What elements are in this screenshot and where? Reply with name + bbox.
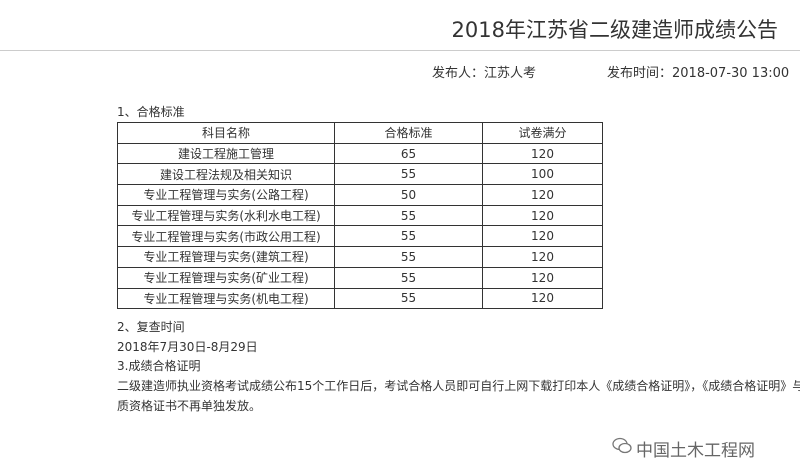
table-cell: 120 (482, 225, 603, 248)
table-cell: 120 (482, 184, 603, 206)
paragraph-line: 二级建造师执业资格考试成绩公布15个工作日后，考试合格人员即可自行上网下载打印本… (117, 379, 800, 393)
table-cell: 专业工程管理与实务(公路工程) (117, 184, 335, 206)
table-cell: 55 (334, 163, 483, 186)
table-cell: 65 (334, 142, 483, 165)
table-cell: 120 (482, 246, 603, 268)
paragraph-line: 质资格证书不再单独发放。 (117, 399, 262, 413)
table-row: 建设工程施工管理 65 120 (117, 142, 603, 165)
section-text: 2018年7月30日-8月29日 (117, 340, 258, 354)
table-cell: 专业工程管理与实务(水利水电工程) (117, 204, 335, 227)
table-row: 建设工程法规及相关知识 55 100 (117, 163, 603, 186)
section-heading: 3.成绩合格证明 (117, 359, 201, 373)
table-cell: 55 (334, 266, 483, 289)
table-cell: 120 (482, 204, 603, 227)
table-row: 专业工程管理与实务(公路工程) 50 120 (117, 184, 603, 206)
table-cell: 55 (334, 225, 483, 248)
header-row: 科目名称 合格标准 试卷满分 (117, 122, 603, 144)
section-heading: 1、合格标准 (117, 105, 185, 119)
table-cell: 120 (482, 142, 603, 165)
table-cell: 55 (334, 287, 483, 310)
wechat-icon (612, 437, 632, 454)
table-cell: 55 (334, 204, 483, 227)
table-cell: 专业工程管理与实务(市政公用工程) (117, 225, 335, 248)
table-row: 专业工程管理与实务(水利水电工程) 55 120 (117, 204, 603, 227)
table-cell: 55 (334, 246, 483, 268)
table-row: 专业工程管理与实务(矿业工程) 55 120 (117, 266, 603, 289)
table-cell: 建设工程施工管理 (117, 142, 335, 165)
table-cell: 专业工程管理与实务(矿业工程) (117, 266, 335, 289)
watermark: 中国土木工程网 (636, 441, 755, 461)
table-row: 专业工程管理与实务(市政公用工程) 55 120 (117, 225, 603, 248)
title: 2018年江苏省二级建造师成绩公告 (451, 18, 778, 42)
table-row: 专业工程管理与实务(机电工程) 55 120 (117, 287, 603, 310)
header-cell: 科目名称 (117, 122, 335, 144)
publisher: 发布人：江苏人考 (432, 66, 537, 81)
table-row: 专业工程管理与实务(建筑工程) 55 120 (117, 246, 603, 268)
paragraph: 二级建造师执业资格考试成绩公布15个工作日后，考试合格人员即可自行上网下载打印本… (117, 376, 800, 416)
header-cell: 合格标准 (334, 122, 483, 144)
header-cell: 试卷满分 (482, 122, 603, 144)
publish-time: 发布时间：2018-07-30 13:00 (607, 66, 790, 81)
table-cell: 专业工程管理与实务(机电工程) (117, 287, 335, 310)
table-cell: 50 (334, 184, 483, 206)
table-cell: 120 (482, 266, 603, 289)
table-cell: 专业工程管理与实务(建筑工程) (117, 246, 335, 268)
divider (0, 50, 800, 51)
table-cell: 120 (482, 287, 603, 310)
score-table: 科目名称 合格标准 试卷满分 建设工程施工管理 65 120 建设工程法规及相关知识 5… (117, 122, 603, 310)
table-cell: 100 (482, 163, 603, 186)
section-heading: 2、复查时间 (117, 320, 185, 334)
table-cell: 建设工程法规及相关知识 (117, 163, 335, 186)
